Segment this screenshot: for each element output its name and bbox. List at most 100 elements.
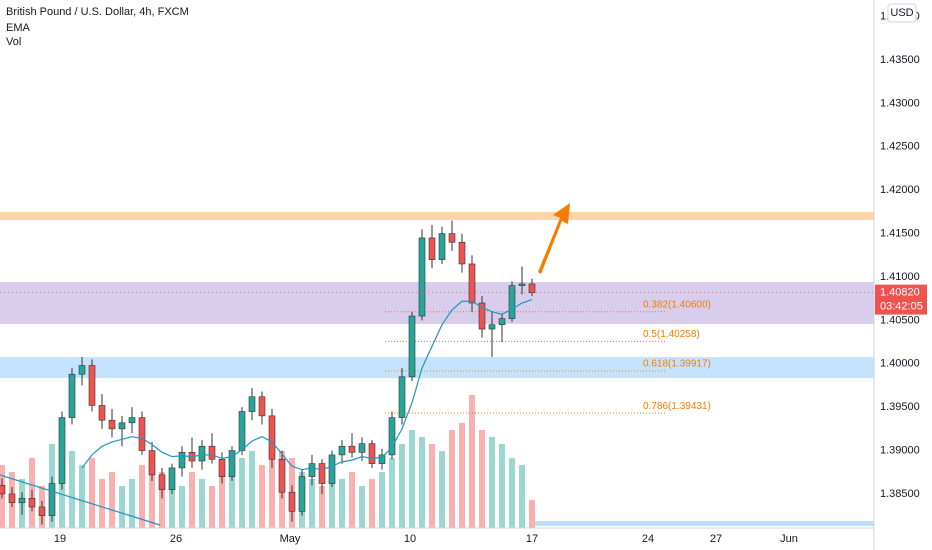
volume-bar xyxy=(239,458,245,528)
candle-body xyxy=(338,445,346,456)
chart-title: British Pound / U.S. Dollar, 4h, FXCM xyxy=(6,6,189,18)
y-tick-label: 1.43500 xyxy=(880,54,920,66)
candle-body xyxy=(158,474,166,490)
volume-bar xyxy=(469,395,475,528)
arrow xyxy=(538,203,570,274)
candle-body xyxy=(128,417,136,424)
volume-bar xyxy=(109,472,115,528)
volume-bar xyxy=(89,458,95,528)
candle-body xyxy=(408,315,416,378)
candle-body xyxy=(248,396,256,412)
volume-bar xyxy=(119,486,125,528)
zone xyxy=(0,282,874,324)
candle-body xyxy=(268,415,276,460)
candle-body xyxy=(348,445,356,453)
candle-body xyxy=(488,324,496,330)
candle-body xyxy=(38,506,46,516)
indicator-label: Vol xyxy=(6,36,21,48)
trend-line xyxy=(0,474,161,526)
candle-body xyxy=(458,241,466,265)
candle-body xyxy=(498,318,506,326)
fib-label: 0.382(1.40600) xyxy=(643,299,711,310)
zone xyxy=(0,357,874,379)
candle-body xyxy=(368,443,376,464)
volume-bar xyxy=(79,465,85,528)
volume-bar xyxy=(99,479,105,528)
y-tick-label: 1.41000 xyxy=(880,271,920,283)
candle-body xyxy=(428,237,436,260)
candle-body xyxy=(98,405,106,421)
volume-bar xyxy=(129,479,135,528)
candle-body xyxy=(258,396,266,417)
candle-body xyxy=(8,493,16,503)
candle-body xyxy=(48,483,56,516)
y-tick-label: 1.38500 xyxy=(880,488,920,500)
candle-body xyxy=(118,422,126,430)
candle-body xyxy=(58,417,66,484)
volume-bar xyxy=(269,444,275,528)
candle-body xyxy=(198,445,206,462)
y-tick-label: 1.40500 xyxy=(880,314,920,326)
volume-bar xyxy=(199,479,205,528)
volume-bar xyxy=(229,472,235,528)
x-tick-label: 24 xyxy=(642,533,654,545)
currency[interactable]: USD xyxy=(890,7,913,19)
currency-box[interactable] xyxy=(887,3,917,23)
volume-bar xyxy=(389,458,395,528)
y-tick-label: 1.42000 xyxy=(880,184,920,196)
volume-bar xyxy=(259,465,265,528)
x-tick-label: 10 xyxy=(404,533,416,545)
candle-body xyxy=(508,285,516,319)
volume-bar xyxy=(419,437,425,528)
volume-bar xyxy=(379,472,385,528)
candle-body xyxy=(228,450,236,477)
range-strip xyxy=(535,521,874,526)
volume-bar xyxy=(489,437,495,528)
volume-bar xyxy=(189,472,195,528)
candle-body xyxy=(168,467,176,490)
candle-body xyxy=(438,233,446,260)
candle-body xyxy=(238,411,246,451)
volume-bar xyxy=(519,465,525,528)
volume-bar xyxy=(219,465,225,528)
x-tick-label: Jun xyxy=(780,533,798,545)
y-tick-label: 1.42500 xyxy=(880,141,920,153)
y-tick-label: 1.39500 xyxy=(880,401,920,413)
volume-bar xyxy=(529,500,535,528)
volume-bar xyxy=(149,458,155,528)
volume-bar xyxy=(399,444,405,528)
volume-bar xyxy=(169,479,175,528)
fib-label: 0.5(1.40258) xyxy=(643,329,700,340)
volume-bar xyxy=(449,430,455,528)
volume-bar xyxy=(329,465,335,528)
candle-body xyxy=(208,445,216,460)
candle-body xyxy=(328,454,336,484)
volume-bar xyxy=(509,458,515,528)
fib-label: 0.618(1.39917) xyxy=(643,359,711,370)
last-price-label: 1.40820 xyxy=(880,287,920,299)
candle-body xyxy=(518,283,526,286)
candle-body xyxy=(528,283,536,293)
candle-body xyxy=(298,476,306,512)
x-tick-label: 17 xyxy=(526,533,538,545)
volume-bar xyxy=(159,472,165,528)
volume-bar xyxy=(339,479,345,528)
volume-bar xyxy=(409,430,415,528)
candle-body xyxy=(78,365,86,375)
last-price-box xyxy=(875,284,927,315)
candle-body xyxy=(478,302,486,330)
x-tick-label: 26 xyxy=(170,533,182,545)
y-tick-label: 1.43000 xyxy=(880,97,920,109)
volume-bar xyxy=(179,486,185,528)
candle-body xyxy=(218,458,226,477)
volume-bar xyxy=(319,486,325,528)
candle-body xyxy=(148,450,156,476)
plot-area: 0.382(1.40600) 0.5(1.40258) 0.618(1.39917)… xyxy=(0,211,874,528)
y-tick-label: 1.40000 xyxy=(880,358,920,370)
candle-body xyxy=(288,491,296,512)
zone xyxy=(0,211,874,220)
candle-body xyxy=(88,365,96,406)
candle-body xyxy=(378,454,386,464)
